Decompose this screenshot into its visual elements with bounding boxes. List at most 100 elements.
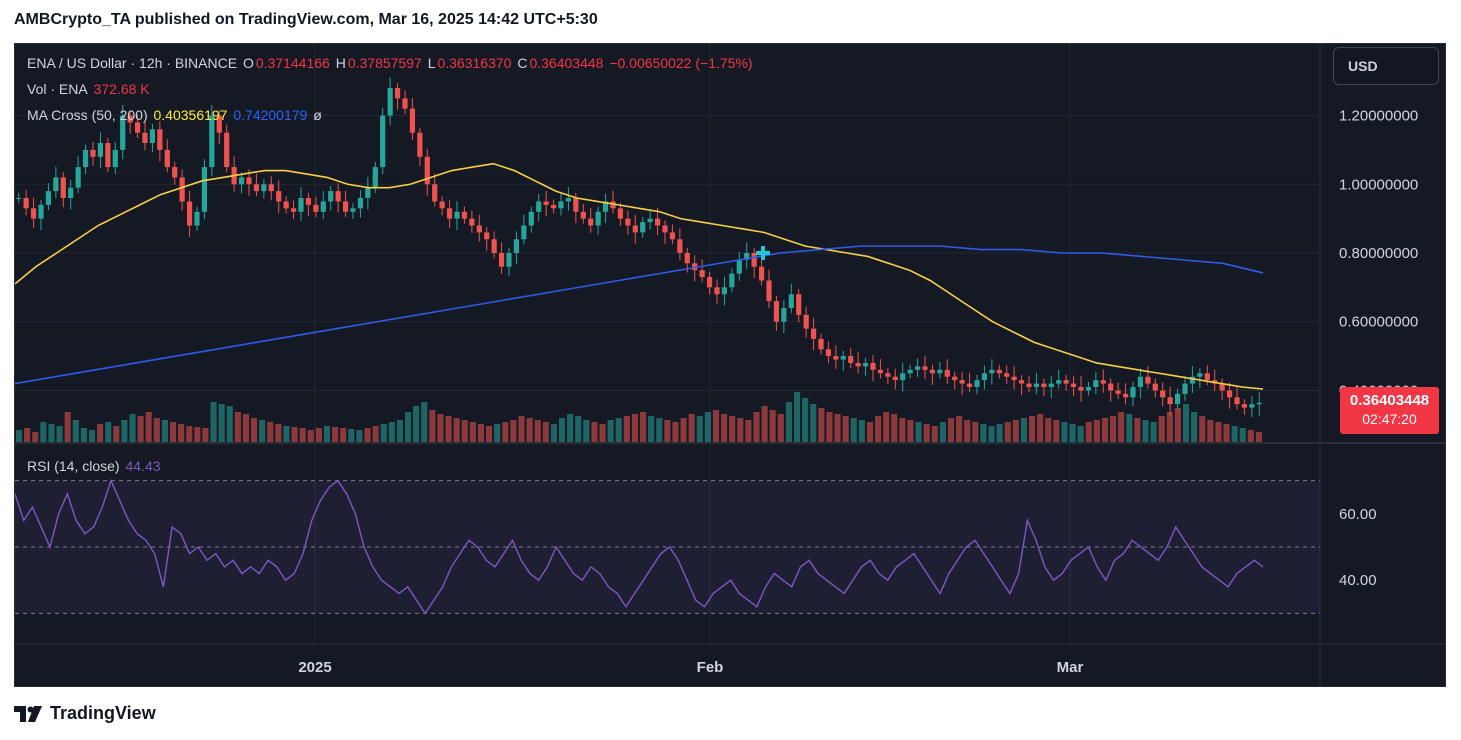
candle-body bbox=[818, 338, 824, 350]
volume-bar bbox=[380, 424, 387, 442]
price-axis-label: 1.20000000 bbox=[1339, 108, 1418, 125]
price-chart-svg[interactable]: 1.20000000 1.00000000 0.80000000 0.60000000… bbox=[15, 44, 1446, 687]
volume-bar bbox=[996, 424, 1003, 442]
candle-body bbox=[1063, 380, 1069, 384]
candle-body bbox=[224, 132, 230, 168]
volume-bar bbox=[169, 422, 177, 442]
candle-body bbox=[766, 280, 772, 302]
volume-bar bbox=[583, 420, 590, 442]
volume-bar bbox=[453, 418, 460, 442]
candle-body bbox=[892, 376, 898, 381]
ma-cross-legend[interactable]: MA Cross (50, 200) 0.40356197 0.74200179… bbox=[27, 107, 324, 123]
volume-bar bbox=[234, 412, 241, 442]
candle-body bbox=[194, 211, 200, 226]
high-label: H bbox=[335, 55, 346, 71]
candle-body bbox=[380, 115, 386, 168]
ma50-line bbox=[15, 162, 1264, 390]
volume-bar bbox=[988, 426, 995, 442]
currency-button[interactable]: USD bbox=[1333, 47, 1439, 85]
candle-body bbox=[1145, 376, 1151, 384]
ma200-value: 0.74200179 bbox=[233, 107, 308, 123]
candle-body bbox=[506, 253, 512, 267]
volume-bar bbox=[218, 404, 225, 442]
candle-body bbox=[342, 201, 349, 212]
candle-body bbox=[45, 191, 52, 205]
candle-body bbox=[877, 369, 884, 374]
low-label: L bbox=[427, 55, 436, 71]
candle-body bbox=[825, 349, 832, 357]
candle-body bbox=[127, 115, 133, 123]
candle-body bbox=[944, 369, 950, 377]
candle-body bbox=[744, 253, 750, 260]
candle-body bbox=[305, 198, 312, 205]
ma-hidden-icon[interactable]: ø bbox=[313, 107, 322, 123]
rsi-label: RSI (14, close) bbox=[27, 458, 120, 474]
candle-body bbox=[654, 218, 661, 226]
volume-bar bbox=[891, 414, 898, 442]
candle-body bbox=[536, 201, 542, 212]
candle-body bbox=[833, 356, 839, 360]
candle-body bbox=[313, 204, 319, 212]
candle-body bbox=[491, 239, 497, 253]
symbol-name[interactable]: ENA / US Dollar · 12h · BINANCE bbox=[27, 55, 238, 71]
volume-bar bbox=[615, 418, 622, 442]
candle-body bbox=[454, 211, 460, 219]
candle-body bbox=[773, 301, 780, 322]
rsi-legend[interactable]: RSI (14, close) 44.43 bbox=[27, 458, 163, 474]
volume-bar bbox=[923, 424, 930, 442]
candle-body bbox=[677, 239, 683, 253]
candle-body bbox=[788, 294, 794, 308]
candle-body bbox=[640, 222, 646, 233]
candle-body bbox=[298, 198, 304, 212]
candle-body bbox=[53, 177, 59, 192]
volume-bar bbox=[129, 414, 136, 442]
volume-bar bbox=[875, 416, 882, 442]
tradingview-logo[interactable]: TradingView bbox=[14, 703, 156, 724]
candle-body bbox=[328, 191, 334, 202]
candle-body bbox=[513, 239, 520, 253]
volume-bar bbox=[145, 412, 152, 442]
candle-body bbox=[1204, 373, 1210, 381]
volume-bar bbox=[1247, 430, 1254, 442]
candle-body bbox=[602, 201, 609, 212]
candle-body bbox=[446, 208, 453, 219]
volume-bar bbox=[623, 416, 630, 442]
candle-body bbox=[810, 328, 817, 339]
volume-bar bbox=[32, 432, 39, 442]
candle-body bbox=[647, 218, 653, 223]
chart-frame[interactable]: 1.20000000 1.00000000 0.80000000 0.60000000… bbox=[14, 43, 1446, 687]
candle-body bbox=[469, 218, 475, 226]
candle-body bbox=[1041, 383, 1047, 388]
volume-bar bbox=[1069, 424, 1076, 442]
last-price-value: 0.36403448 bbox=[1349, 392, 1430, 409]
candle-body bbox=[1048, 383, 1054, 388]
volume-bar bbox=[445, 416, 452, 442]
volume-bar bbox=[907, 420, 914, 442]
volume-bar bbox=[1101, 418, 1109, 442]
volume-bar bbox=[858, 420, 865, 442]
volume-bar bbox=[631, 414, 638, 442]
volume-bar bbox=[777, 414, 784, 442]
candle-body bbox=[387, 88, 393, 116]
candle-body bbox=[937, 369, 943, 374]
candle-body bbox=[736, 259, 742, 274]
volume-bar bbox=[291, 427, 298, 442]
candle-body bbox=[1026, 383, 1032, 388]
volume-bar bbox=[348, 429, 355, 442]
price-axis-label: 1.00000000 bbox=[1339, 176, 1418, 193]
candle-body bbox=[365, 187, 371, 199]
volume-bar bbox=[1142, 420, 1149, 442]
candle-body bbox=[966, 383, 973, 388]
publish-header: AMBCrypto_TA published on TradingView.co… bbox=[14, 11, 598, 28]
volume-bar bbox=[1182, 404, 1190, 442]
candle-body bbox=[558, 201, 564, 209]
candle-body bbox=[952, 376, 958, 381]
price-axis-label: 0.60000000 bbox=[1339, 314, 1418, 331]
candle-body bbox=[320, 201, 326, 212]
candle-body bbox=[268, 184, 274, 192]
price-axis-label: 0.80000000 bbox=[1339, 245, 1418, 262]
volume-bar bbox=[307, 430, 314, 442]
candle-body bbox=[283, 201, 289, 209]
candle-body bbox=[1241, 404, 1248, 408]
volume-legend[interactable]: Vol · ENA 372.68 K bbox=[27, 81, 152, 97]
